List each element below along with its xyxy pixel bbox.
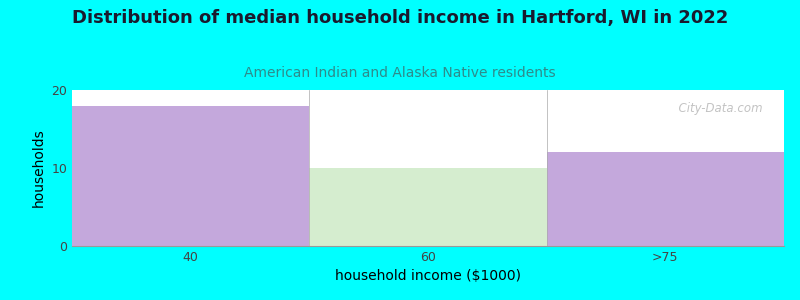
Bar: [546, 152, 784, 246]
Text: Distribution of median household income in Hartford, WI in 2022: Distribution of median household income …: [72, 9, 728, 27]
Bar: [310, 168, 546, 246]
Text: American Indian and Alaska Native residents: American Indian and Alaska Native reside…: [244, 66, 556, 80]
X-axis label: household income ($1000): household income ($1000): [335, 269, 521, 284]
Text: City-Data.com: City-Data.com: [671, 103, 762, 116]
Y-axis label: households: households: [32, 129, 46, 207]
Bar: [72, 106, 310, 246]
